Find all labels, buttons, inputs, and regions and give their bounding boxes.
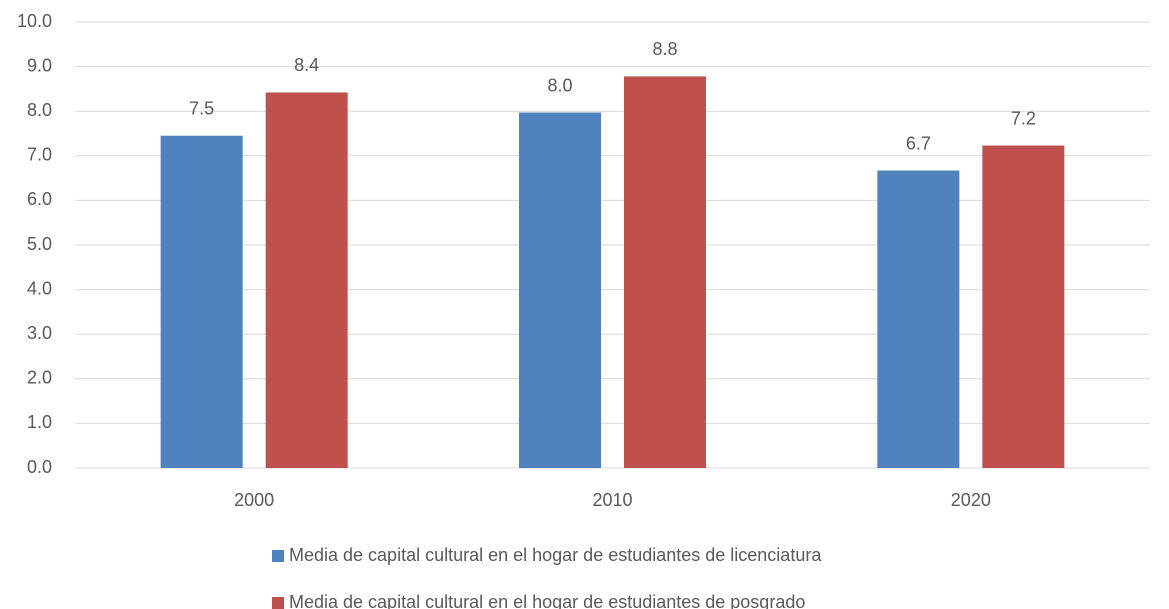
bar [982,145,1065,469]
y-tick-label: 5.0 [27,234,52,254]
data-label: 7.2 [1011,108,1036,128]
bar [877,170,960,468]
y-tick-label: 8.0 [27,100,52,120]
y-tick-label: 7.0 [27,145,52,165]
data-label: 7.5 [189,98,214,118]
y-tick-label: 1.0 [27,412,52,432]
legend-swatch [272,597,284,609]
legend-swatch [272,550,284,562]
x-tick-label: 2020 [951,490,991,510]
x-tick-label: 2010 [592,490,632,510]
y-tick-label: 10.0 [17,11,52,31]
y-tick-label: 3.0 [27,323,52,343]
data-label: 8.4 [294,55,319,75]
y-tick-label: 4.0 [27,278,52,298]
bar [265,92,348,468]
bar [160,135,243,469]
data-label: 8.0 [547,75,572,95]
bar [624,76,706,469]
y-tick-label: 2.0 [27,368,52,388]
data-label: 6.7 [906,133,931,153]
legend-label: Media de capital cultural en el hogar de… [289,545,822,565]
y-tick-label: 0.0 [27,457,52,477]
y-tick-label: 6.0 [27,189,52,209]
x-tick-label: 2000 [234,490,274,510]
bar [519,112,601,469]
y-tick-label: 9.0 [27,55,52,75]
data-label: 8.8 [652,39,677,59]
legend-label: Media de capital cultural en el hogar de… [289,592,805,609]
